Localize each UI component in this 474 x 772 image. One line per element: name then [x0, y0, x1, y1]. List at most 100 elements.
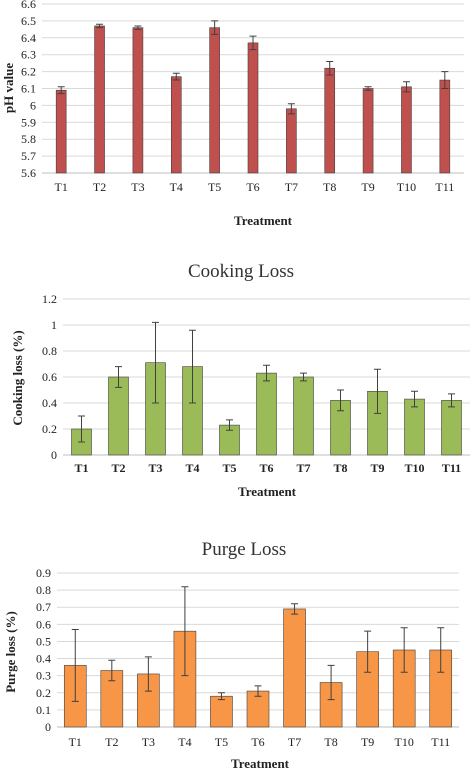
ph-y-tick-label: 5.7 — [21, 149, 36, 163]
purge-loss-error-bar-t5 — [217, 692, 225, 701]
ph-error-bar-t9 — [364, 86, 372, 91]
cooking-loss-error-bar-t9 — [374, 368, 381, 414]
cooking-loss-y-tick-label: 0 — [51, 448, 57, 462]
ph-x-tick-label: T1 — [55, 180, 68, 194]
ph-error-bar-t2 — [96, 23, 104, 29]
purge-loss-x-tick-label: T4 — [178, 735, 191, 749]
ph-chart-ylabel: pH value — [1, 63, 16, 113]
ph-bar-t7 — [286, 108, 297, 174]
ph-bar-t1 — [55, 89, 67, 174]
cooking-loss-x-tick-label: T8 — [333, 461, 347, 475]
ph-bar-t4 — [170, 76, 182, 174]
purge-loss-y-tick-label: 0.2 — [36, 686, 51, 700]
ph-error-bar-t1 — [57, 86, 65, 95]
ph-error-bar-t4 — [172, 72, 180, 81]
ph-x-tick-label: T2 — [93, 180, 106, 194]
purge-loss-bar-t7 — [283, 608, 306, 728]
purge-loss-x-tick-label: T2 — [105, 735, 118, 749]
cooking-loss-y-tick-label: 0.8 — [42, 344, 57, 358]
ph-error-bar-t5 — [211, 20, 219, 35]
ph-x-tick-label: T9 — [361, 180, 374, 194]
ph-x-tick-label: T10 — [397, 180, 416, 194]
purge-loss-error-bar-t9 — [364, 630, 372, 673]
ph-x-tick-label: T5 — [208, 180, 221, 194]
purge-loss-x-tick-label: T5 — [215, 735, 228, 749]
ph-bar-t3 — [132, 27, 144, 174]
ph-error-bar-t7 — [287, 103, 295, 115]
cooking-loss-bar-t6 — [256, 372, 277, 456]
cooking-loss-x-tick-label: T6 — [259, 461, 273, 475]
cooking-loss-chart-ylabel: Cooking loss (%) — [10, 330, 25, 425]
ph-error-bar-t3 — [134, 25, 142, 30]
purge-loss-x-tick-label: T1 — [69, 735, 82, 749]
purge-loss-error-bar-t3 — [144, 656, 152, 692]
ph-y-tick-label: 5.6 — [21, 166, 36, 180]
cooking-loss-y-tick-label: 0.6 — [42, 370, 57, 384]
cooking-loss-y-tick-label: 1 — [51, 318, 57, 332]
ph-x-tick-label: T4 — [170, 180, 183, 194]
cooking-loss-x-tick-label: T7 — [296, 461, 310, 475]
cooking-loss-error-bar-t11 — [448, 393, 455, 408]
cooking-loss-y-tick-label: 0.4 — [42, 396, 57, 410]
ph-chart: 5.6 5.7 5.8 5.9 6 6.1 6.2 6.3 6.4 6.5 6.6 T1 T2 T3 T4… — [1, 0, 464, 228]
ph-bar-t6 — [247, 42, 259, 174]
cooking-loss-error-bar-t5 — [226, 419, 233, 431]
purge-loss-chart-title: Purge Loss — [202, 539, 287, 560]
cooking-loss-chart: Cooking Loss 0 0.2 0.4 0.6 0.8 1 1.2 T1 T2 T3 T4 T… — [10, 261, 470, 499]
cooking-loss-y-tick-label: 0.2 — [42, 422, 57, 436]
purge-loss-error-bar-t1 — [71, 628, 79, 702]
purge-loss-bar-t5 — [210, 695, 233, 728]
purge-loss-y-tick-label: 0.7 — [36, 600, 51, 614]
ph-error-bar-t10 — [402, 81, 410, 93]
cooking-loss-bar-t2 — [108, 376, 129, 456]
cooking-loss-bar-t10 — [404, 398, 425, 456]
cooking-loss-x-tick-label: T4 — [185, 461, 199, 475]
purge-loss-error-bar-t11 — [437, 627, 445, 673]
purge-loss-x-tick-label: T9 — [361, 735, 374, 749]
cooking-loss-chart-title: Cooking Loss — [188, 261, 294, 282]
ph-error-bar-t8 — [326, 60, 334, 76]
purge-loss-x-tick-label: T3 — [142, 735, 155, 749]
ph-y-tick-label: 6 — [30, 98, 36, 112]
ph-x-tick-label: T7 — [285, 180, 298, 194]
purge-loss-error-bar-t10 — [400, 627, 408, 673]
ph-bar-t10 — [401, 86, 412, 174]
cooking-loss-x-tick-label: T11 — [442, 461, 461, 475]
purge-loss-error-bar-t7 — [291, 603, 299, 615]
cooking-loss-chart-xlabel: Treatment — [238, 484, 297, 499]
cooking-loss-error-bar-t7 — [300, 372, 307, 382]
ph-bar-t9 — [362, 88, 374, 174]
ph-y-tick-label: 5.8 — [21, 132, 36, 146]
cooking-loss-error-bar-t10 — [411, 390, 418, 408]
purge-loss-y-tick-label: 0.1 — [36, 703, 51, 717]
ph-bar-t5 — [209, 27, 220, 174]
cooking-loss-x-tick-label: T9 — [370, 461, 384, 475]
cooking-loss-bar-t11 — [441, 400, 462, 456]
purge-loss-chart-ylabel: Purge loss (%) — [3, 611, 18, 693]
cooking-loss-x-tick-label: T10 — [404, 461, 424, 475]
purge-loss-x-tick-label: T8 — [324, 735, 337, 749]
purge-loss-chart-xlabel: Treatment — [231, 756, 290, 771]
purge-loss-y-tick-label: 0.6 — [36, 617, 51, 631]
ph-x-tick-label: T8 — [323, 180, 336, 194]
purge-loss-x-tick-label: T10 — [395, 735, 414, 749]
ph-y-tick-label: 5.9 — [21, 115, 36, 129]
purge-loss-y-tick-label: 0.3 — [36, 669, 51, 683]
purge-loss-chart: Purge Loss 00.10.20.30.40.50.60.70.80.9 … — [3, 539, 459, 771]
purge-loss-y-tick-label: 0.5 — [36, 634, 51, 648]
ph-y-tick-label: 6.2 — [21, 65, 36, 79]
cooking-loss-x-tick-label: T2 — [111, 461, 125, 475]
cooking-loss-error-bar-t1 — [78, 415, 85, 443]
purge-loss-x-tick-label: T11 — [431, 735, 450, 749]
cooking-loss-error-bar-t8 — [337, 389, 344, 412]
purge-loss-error-bar-t4 — [181, 586, 189, 677]
ph-y-tick-label: 6.6 — [21, 0, 36, 11]
purge-loss-error-bar-t8 — [327, 664, 335, 701]
cooking-loss-x-tick-label: T1 — [74, 461, 88, 475]
cooking-loss-error-bar-t4 — [189, 329, 196, 404]
ph-y-tick-label: 6.4 — [21, 31, 36, 45]
cooking-loss-bar-t7 — [293, 376, 314, 456]
ph-x-tick-label: T6 — [246, 180, 259, 194]
ph-error-bar-t6 — [249, 35, 257, 51]
